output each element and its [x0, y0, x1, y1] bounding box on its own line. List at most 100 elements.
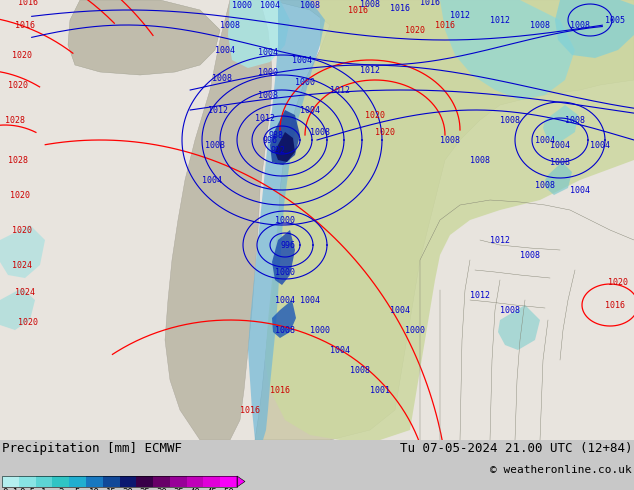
Text: 1012: 1012 [490, 16, 510, 24]
Text: 30: 30 [156, 488, 167, 490]
Bar [53, 476, 69, 487]
Text: 1012: 1012 [255, 114, 275, 122]
Text: 1008: 1008 [500, 116, 520, 124]
Polygon shape [272, 230, 295, 285]
Text: 1008: 1008 [500, 305, 520, 315]
Text: 1008: 1008 [470, 155, 490, 165]
Text: 1008: 1008 [205, 141, 225, 149]
Text: 1000: 1000 [310, 325, 330, 335]
Polygon shape [68, 0, 220, 75]
Text: 1004: 1004 [202, 175, 222, 185]
Text: 1020: 1020 [608, 277, 628, 287]
Text: 15: 15 [106, 488, 117, 490]
Text: 996: 996 [262, 136, 278, 145]
Text: 1016: 1016 [240, 406, 260, 415]
Text: 20: 20 [122, 488, 133, 490]
Text: 1000: 1000 [405, 325, 425, 335]
Polygon shape [237, 476, 245, 487]
Text: 1004: 1004 [390, 305, 410, 315]
Text: Tu 07-05-2024 21.00 UTC (12+84): Tu 07-05-2024 21.00 UTC (12+84) [399, 442, 632, 455]
Text: 1004: 1004 [292, 55, 312, 65]
Text: 988: 988 [269, 130, 283, 140]
Text: 1000: 1000 [258, 68, 278, 76]
Text: 1008: 1008 [535, 180, 555, 190]
Text: 1020: 1020 [12, 225, 32, 235]
Polygon shape [555, 0, 634, 58]
Text: 1012: 1012 [208, 105, 228, 115]
Text: 1028: 1028 [8, 155, 28, 165]
Text: 1012: 1012 [360, 66, 380, 74]
Text: 1024: 1024 [15, 288, 35, 296]
Text: 40: 40 [190, 488, 200, 490]
Text: 1004: 1004 [275, 295, 295, 304]
Bar [204, 476, 220, 487]
Polygon shape [248, 0, 325, 440]
Text: 1004: 1004 [535, 136, 555, 145]
Text: 1016: 1016 [270, 386, 290, 394]
Text: 50: 50 [223, 488, 234, 490]
Text: 5: 5 [75, 488, 81, 490]
Text: 1012: 1012 [330, 85, 350, 95]
Text: 1016: 1016 [15, 21, 35, 29]
Polygon shape [270, 110, 300, 165]
Text: 2: 2 [58, 488, 63, 490]
Text: 1004: 1004 [330, 345, 350, 355]
Bar [170, 476, 186, 487]
Text: 1004: 1004 [215, 46, 235, 54]
Bar [119, 476, 136, 487]
Bar [186, 476, 204, 487]
Text: 1012: 1012 [490, 236, 510, 245]
Text: 1001: 1001 [370, 386, 390, 394]
Text: 1004: 1004 [550, 141, 570, 149]
Bar [2, 476, 19, 487]
Bar [0, 0, 240, 60]
Polygon shape [228, 0, 290, 68]
Text: Precipitation [mm] ECMWF: Precipitation [mm] ECMWF [2, 442, 182, 455]
Text: 1004: 1004 [258, 48, 278, 56]
Text: 1008: 1008 [360, 0, 380, 8]
Polygon shape [0, 288, 35, 330]
Text: 1000: 1000 [275, 268, 295, 276]
Bar [69, 476, 86, 487]
Text: 1008: 1008 [220, 21, 240, 29]
Text: 1020: 1020 [18, 318, 38, 326]
Text: 1008: 1008 [212, 74, 232, 82]
Text: 1004: 1004 [590, 141, 610, 149]
Bar [153, 476, 170, 487]
Text: 1016: 1016 [18, 0, 38, 6]
Text: 1008: 1008 [565, 116, 585, 124]
Text: 1024: 1024 [12, 261, 32, 270]
Text: 1: 1 [41, 488, 47, 490]
Text: 1020: 1020 [8, 80, 28, 90]
Polygon shape [440, 0, 575, 100]
Text: 10: 10 [89, 488, 100, 490]
Text: 1016: 1016 [420, 0, 440, 6]
Text: 1020: 1020 [375, 127, 395, 137]
Text: 1008: 1008 [275, 325, 295, 335]
Polygon shape [265, 0, 634, 440]
Text: 45: 45 [207, 488, 217, 490]
Text: 1020: 1020 [365, 111, 385, 120]
Text: 996: 996 [280, 241, 295, 249]
Polygon shape [543, 105, 578, 142]
Text: 1005: 1005 [605, 16, 625, 24]
Text: 1016: 1016 [435, 21, 455, 29]
Text: 35: 35 [173, 488, 184, 490]
Text: 1016: 1016 [390, 3, 410, 13]
Text: 1028: 1028 [5, 116, 25, 124]
Text: 1008: 1008 [258, 91, 278, 99]
Text: 0.5: 0.5 [19, 488, 36, 490]
Text: 1008: 1008 [530, 21, 550, 29]
Text: 1008: 1008 [570, 21, 590, 29]
Bar [103, 476, 119, 487]
Polygon shape [275, 132, 295, 162]
Text: 1020: 1020 [12, 50, 32, 59]
Text: 1020: 1020 [405, 25, 425, 34]
Polygon shape [165, 0, 272, 440]
Text: 1008: 1008 [300, 0, 320, 9]
Text: 1008: 1008 [350, 366, 370, 374]
Text: 1008: 1008 [550, 157, 570, 167]
Text: 1004: 1004 [260, 0, 280, 9]
Polygon shape [230, 0, 634, 440]
Text: 1004: 1004 [570, 186, 590, 195]
